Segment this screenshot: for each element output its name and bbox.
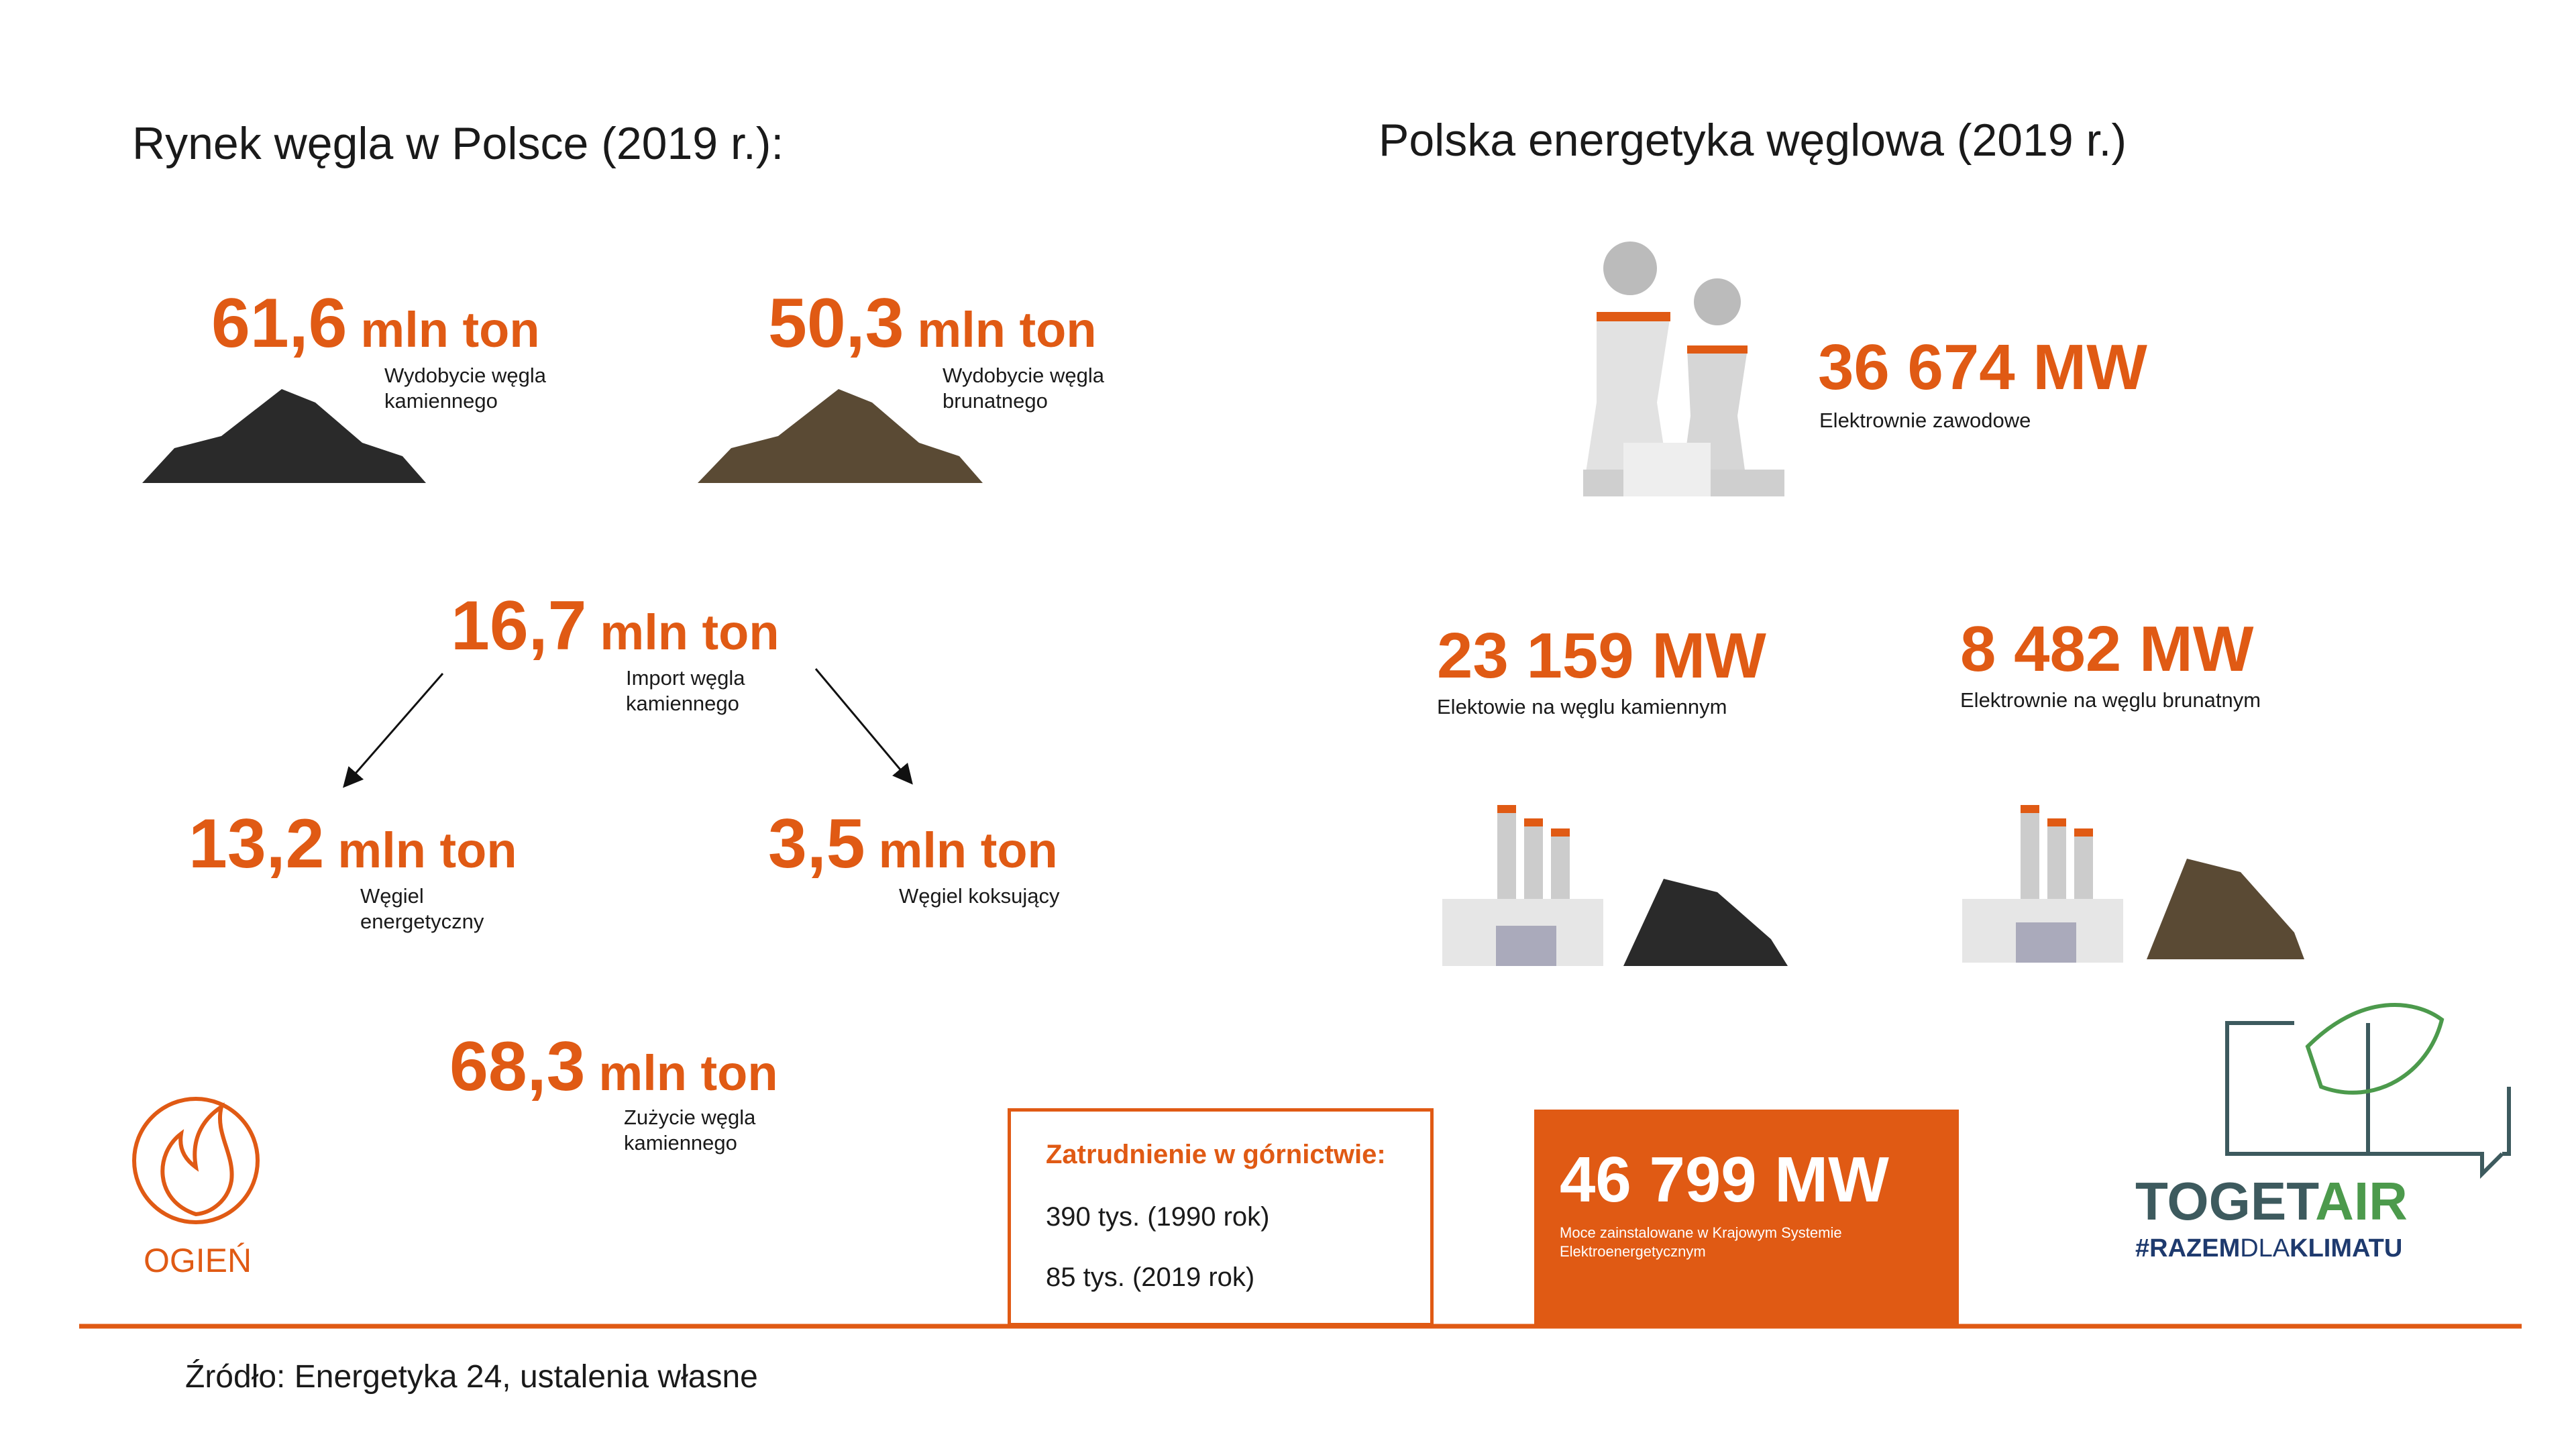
stat-unit: mln ton (598, 1045, 778, 1101)
section-title: Rynek węgla w Polsce (2019 r.): (132, 118, 784, 169)
stat-label: Węgiel koksujący (899, 884, 1060, 908)
stat-unit: mln ton (360, 302, 540, 358)
capacity-label: Moce zainstalowane w Krajowym Systemie E… (1560, 1224, 1842, 1260)
stat-label: Elektowie na węglu kamiennym (1437, 695, 1727, 718)
ogien-logo-text: OGIEŃ (144, 1242, 252, 1279)
lignite-pile (698, 389, 983, 483)
hashtag-part: #RAZEM (2135, 1234, 2241, 1263)
stat-value: 16,7 (451, 587, 587, 665)
capacity-value: 46 799 MW (1560, 1144, 1889, 1216)
arrow (814, 668, 913, 785)
arrow (343, 673, 444, 788)
logo-part: TOGET (2135, 1171, 2316, 1231)
stat-label: Wydobycie węgla brunatnego (943, 364, 1104, 413)
stat-label: Import węgla kamiennego (626, 666, 745, 715)
stat-value: 13,2 (189, 805, 325, 883)
coal-pile (142, 389, 426, 483)
stat-number: 50,3 mln ton (768, 288, 1097, 358)
hashtag: #RAZEMDLAKLIMATU (2135, 1234, 2402, 1263)
stat-value: 61,6 (211, 284, 347, 362)
stat-label: Zużycie węgla kamiennego (624, 1106, 756, 1155)
stat-unit: mln ton (878, 822, 1058, 878)
stat-unit: mln ton (917, 302, 1097, 358)
stat-label: Wydobycie węgla kamiennego (384, 364, 546, 413)
stat-number: 13,2 mln ton (189, 809, 517, 879)
ogien-logo-icon (132, 1097, 260, 1224)
stat-value: 23 159 MW (1437, 620, 1766, 692)
stat-value: 3,5 (768, 805, 865, 883)
power-plant-icon (1442, 805, 1788, 966)
stat-unit: mln ton (337, 822, 517, 878)
hashtag-part: DLA (2240, 1234, 2290, 1263)
stat-value: 8 482 MW (1960, 613, 2254, 685)
hashtag-part: KLIMATU (2290, 1234, 2403, 1263)
stat-label: Węgiel energetyczny (360, 884, 484, 933)
employment-line: 390 tys. (1990 rok) (1046, 1202, 1270, 1232)
stat-unit: mln ton (600, 604, 780, 660)
employment-line: 85 tys. (2019 rok) (1046, 1263, 1255, 1292)
stat-value: 68,3 (449, 1028, 586, 1106)
power-plant-icon (1583, 241, 1784, 496)
stat-label: Elektrownie na węglu brunatnym (1960, 688, 2261, 712)
logo-part: AIR (2315, 1171, 2408, 1231)
togetair-logo: TOGETAIR (2135, 1171, 2408, 1232)
stat-number: 61,6 mln ton (211, 288, 540, 358)
stat-number: 3,5 mln ton (768, 809, 1058, 879)
capacity-box: 46 799 MW Moce zainstalowane w Krajowym … (1534, 1110, 1959, 1326)
employment-box: Zatrudnienie w górnictwie: 390 tys. (199… (1008, 1108, 1434, 1326)
stat-value: 50,3 (768, 284, 904, 362)
employment-title: Zatrudnienie w górnictwie: (1046, 1140, 1386, 1169)
source: Źródło: Energetyka 24, ustalenia własne (185, 1359, 758, 1395)
stat-label: Elektrownie zawodowe (1819, 409, 2031, 432)
stat-number: 68,3 mln ton (449, 1032, 778, 1102)
stat-number: 16,7 mln ton (451, 591, 780, 661)
stat-value: 36 674 MW (1818, 331, 2147, 403)
section-title: Polska energetyka węglowa (2019 r.) (1379, 115, 2127, 166)
power-plant-icon (1962, 805, 2304, 963)
togetair-icon (2225, 1002, 2511, 1179)
